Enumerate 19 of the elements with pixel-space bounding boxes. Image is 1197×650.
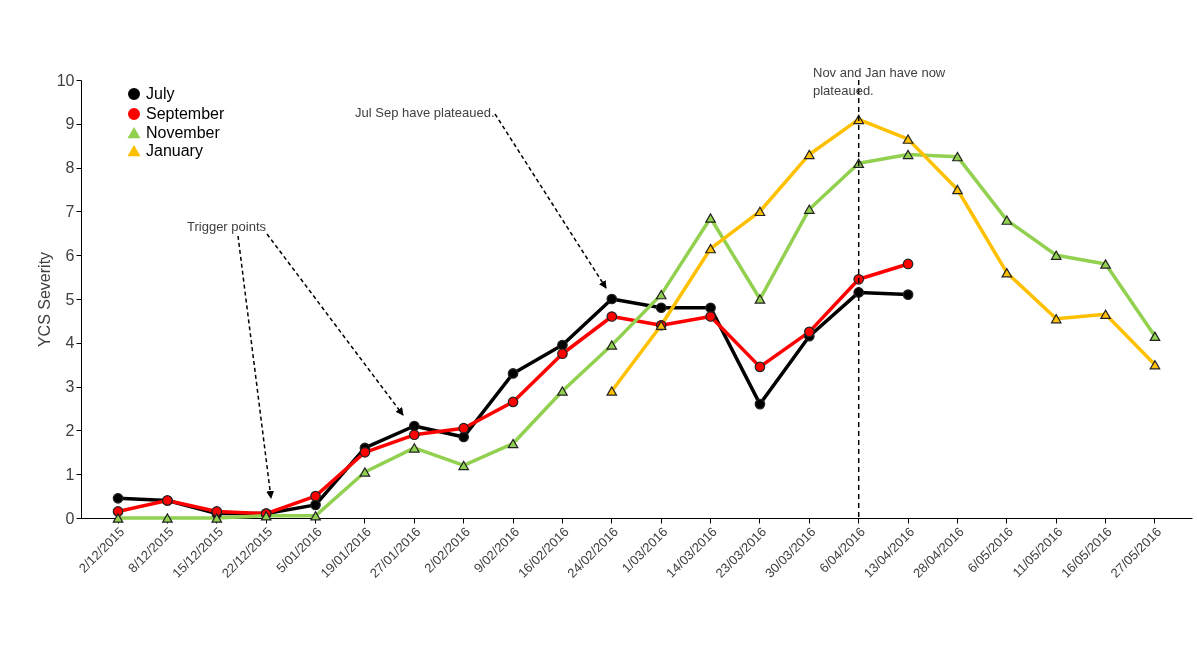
y-tick-label: 1 bbox=[65, 465, 75, 483]
y-tick-label: 0 bbox=[65, 509, 75, 527]
y-tick-label: 4 bbox=[65, 334, 75, 352]
y-tick-label: 8 bbox=[65, 159, 75, 177]
annotation: Jul Sep have plateaued. bbox=[355, 105, 495, 120]
legend-label: November bbox=[146, 124, 221, 141]
y-tick-label: 3 bbox=[65, 378, 75, 396]
y-tick-label: 9 bbox=[65, 115, 75, 133]
y-tick-label: 6 bbox=[65, 246, 75, 264]
y-axis-title: YCS Severity bbox=[35, 251, 53, 348]
y-tick-label: 10 bbox=[56, 71, 75, 89]
annotation: Trigger points bbox=[187, 219, 267, 234]
annotation: Nov and Jan have now plateaued. bbox=[813, 65, 946, 98]
legend-label: July bbox=[146, 85, 175, 102]
legend-label: September bbox=[146, 105, 225, 122]
y-tick-label: 2 bbox=[65, 421, 75, 439]
legend-label: January bbox=[146, 142, 203, 159]
y-tick-label: 5 bbox=[65, 290, 75, 308]
y-tick-label: 7 bbox=[65, 202, 75, 220]
